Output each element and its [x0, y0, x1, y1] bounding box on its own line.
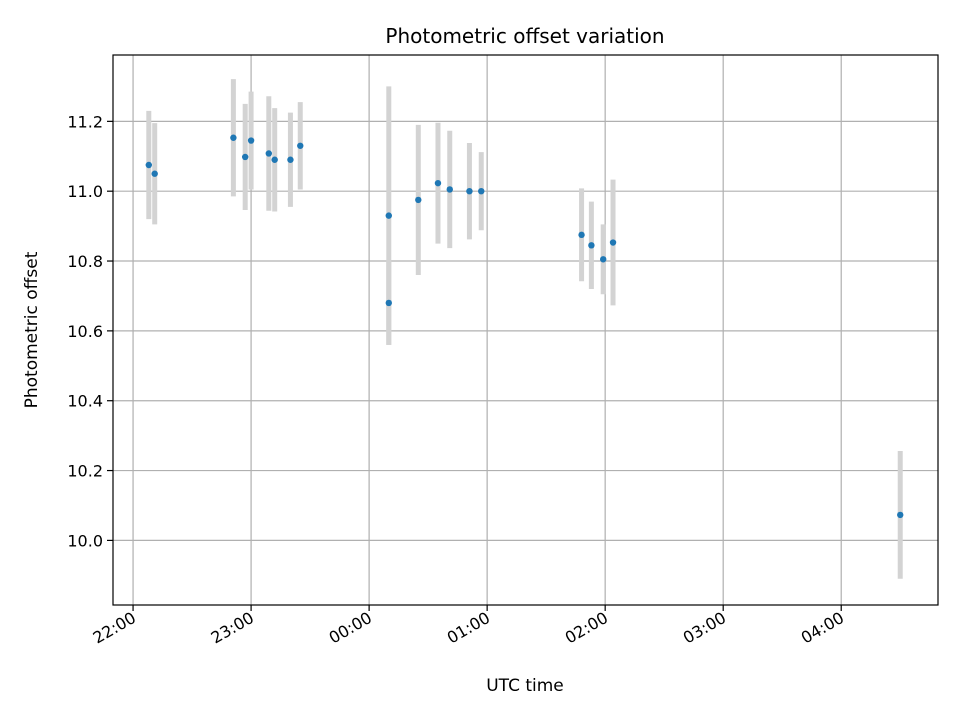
data-point [478, 187, 485, 195]
data-point [265, 150, 272, 157]
data-point [600, 256, 607, 263]
data-point [466, 187, 473, 195]
data-point [297, 142, 304, 149]
y-tick-label: 11.0 [67, 182, 103, 201]
data-point [578, 231, 585, 239]
x-axis-title: UTC time [486, 676, 564, 696]
data-point [271, 156, 278, 163]
data-point [588, 242, 595, 249]
data-point [287, 156, 294, 163]
y-tick-label: 11.2 [67, 112, 103, 131]
data-point [145, 161, 153, 169]
data-point [385, 299, 392, 307]
data-point [446, 186, 453, 193]
y-tick-label: 10.0 [67, 531, 103, 550]
y-tick-label: 10.6 [67, 322, 103, 341]
data-point [434, 179, 442, 187]
data-point [247, 137, 255, 144]
data-point [151, 170, 158, 177]
data-point [230, 134, 237, 141]
data-point [415, 196, 422, 204]
y-tick-label: 10.8 [67, 252, 103, 271]
data-points [145, 134, 904, 519]
chart-title: Photometric offset variation [385, 24, 664, 48]
grid [113, 55, 938, 605]
data-point [385, 212, 392, 219]
y-axis-title: Photometric offset [22, 251, 42, 408]
data-point [241, 153, 249, 161]
data-point [897, 511, 904, 519]
y-tick-label: 10.2 [67, 462, 103, 481]
y-tick-label: 10.4 [67, 392, 103, 411]
y-axis-ticks: 10.0 10.2 10.4 10.6 10.8 11.0 11.2 [67, 112, 113, 550]
plot-frame [112, 54, 939, 606]
data-point [609, 239, 617, 246]
